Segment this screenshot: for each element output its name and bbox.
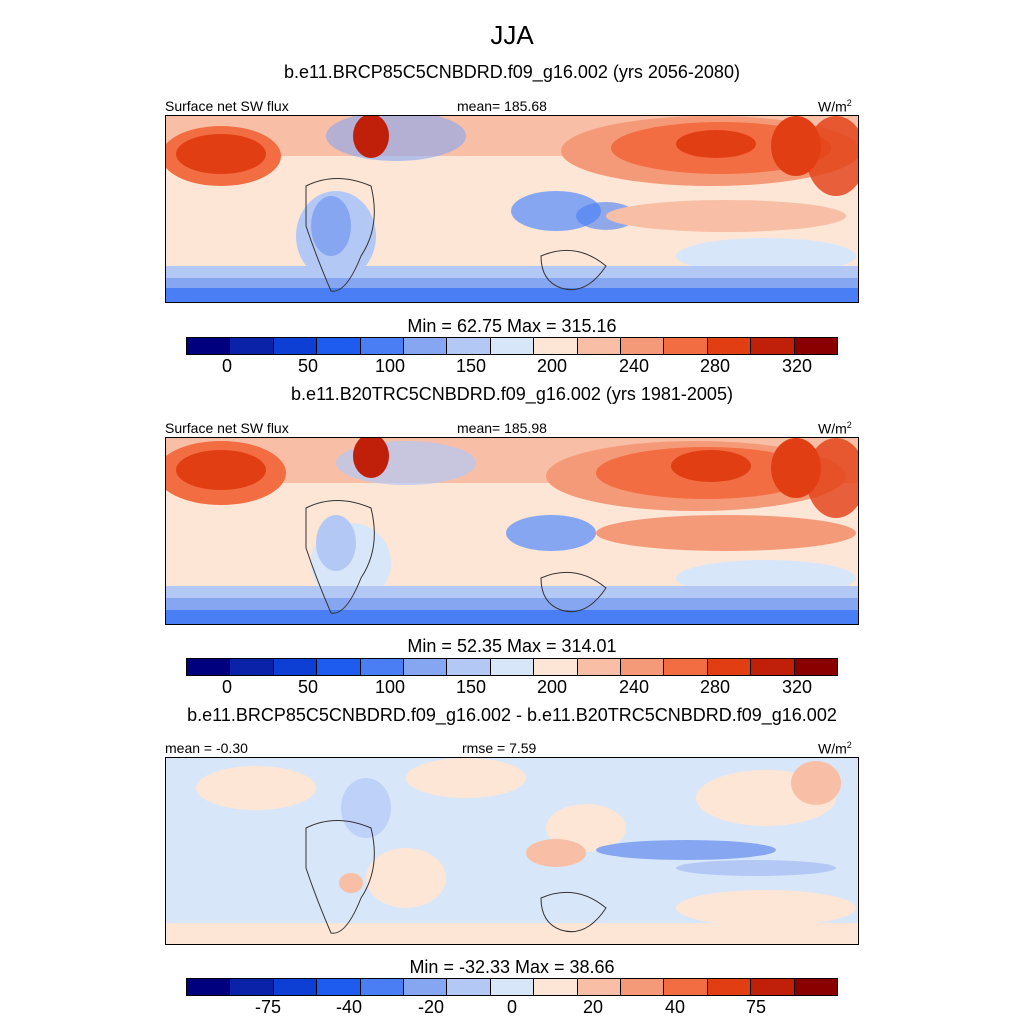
panel-1-map-graphic: [166, 116, 858, 302]
colorbar-label: 50: [297, 677, 319, 697]
colorbar-label: 150: [455, 677, 487, 697]
panel-3-map-graphic: [166, 758, 858, 944]
panel-1-mean-label: mean= 185.68: [457, 98, 547, 114]
colorbar-label: 240: [618, 677, 650, 697]
figure-title: JJA: [490, 20, 534, 50]
colorbar-label: -40: [335, 997, 363, 1017]
panel-3-map: [165, 757, 859, 945]
panel-1-subtitle: b.e11.BRCP85C5CNBDRD.f09_g16.002 (yrs 20…: [284, 62, 740, 82]
panel-3-rmse-label: rmse = 7.59: [462, 740, 537, 756]
panel-1-minmax: Min = 62.75 Max = 315.16: [407, 316, 617, 336]
panel-2-minmax: Min = 52.35 Max = 314.01: [407, 636, 617, 656]
colorbar-label: 200: [536, 677, 568, 697]
colorbar-label: 280: [699, 356, 731, 376]
colorbar-label: 240: [618, 356, 650, 376]
colorbar-label: 200: [536, 356, 568, 376]
colorbar-label: 50: [297, 356, 319, 376]
colorbar-label: 320: [781, 356, 813, 376]
panel-2-colorbar-labels: 0 50 100 150 200 240 280 320: [186, 677, 838, 697]
colorbar-label: 75: [745, 997, 767, 1017]
colorbar-label: 0: [506, 997, 518, 1017]
colorbar-label: 100: [374, 356, 406, 376]
panel-2-subtitle: b.e11.B20TRC5CNBDRD.f09_g16.002 (yrs 198…: [291, 384, 733, 404]
panel-3-colorbar-labels: -75 -40 -20 0 20 40 75: [186, 997, 838, 1017]
panel-3-mean-label: mean = -0.30: [165, 740, 248, 756]
panel-1-colorbar-labels: 0 50 100 150 200 240 280 320: [186, 356, 838, 376]
colorbar-label: 280: [699, 677, 731, 697]
colorbar-label: -75: [254, 997, 282, 1017]
panel-2-variable-label: Surface net SW flux: [165, 420, 289, 436]
panel-1-map: [165, 115, 859, 303]
colorbar-label: 0: [221, 356, 233, 376]
panel-3-subtitle: b.e11.BRCP85C5CNBDRD.f09_g16.002 - b.e11…: [187, 705, 837, 725]
colorbar-label: 0: [221, 677, 233, 697]
colorbar-label: 320: [781, 677, 813, 697]
panel-1-colorbar: [186, 337, 838, 355]
panel-2-colorbar: [186, 658, 838, 676]
panel-3-units-label: W/m2: [818, 740, 852, 757]
colorbar-label: 150: [455, 356, 487, 376]
panel-2-mean-label: mean= 185.98: [457, 420, 547, 436]
panel-2-map: [165, 437, 859, 625]
panel-3-colorbar: [186, 978, 838, 996]
panel-2-units-label: W/m2: [818, 420, 852, 437]
panel-3-minmax: Min = -32.33 Max = 38.66: [409, 957, 615, 977]
panel-1-variable-label: Surface net SW flux: [165, 98, 289, 114]
panel-2-map-graphic: [166, 438, 858, 624]
panel-1-units-label: W/m2: [818, 98, 852, 115]
colorbar-label: 100: [374, 677, 406, 697]
colorbar-label: -20: [417, 997, 445, 1017]
colorbar-label: 20: [582, 997, 604, 1017]
colorbar-label: 40: [664, 997, 686, 1017]
